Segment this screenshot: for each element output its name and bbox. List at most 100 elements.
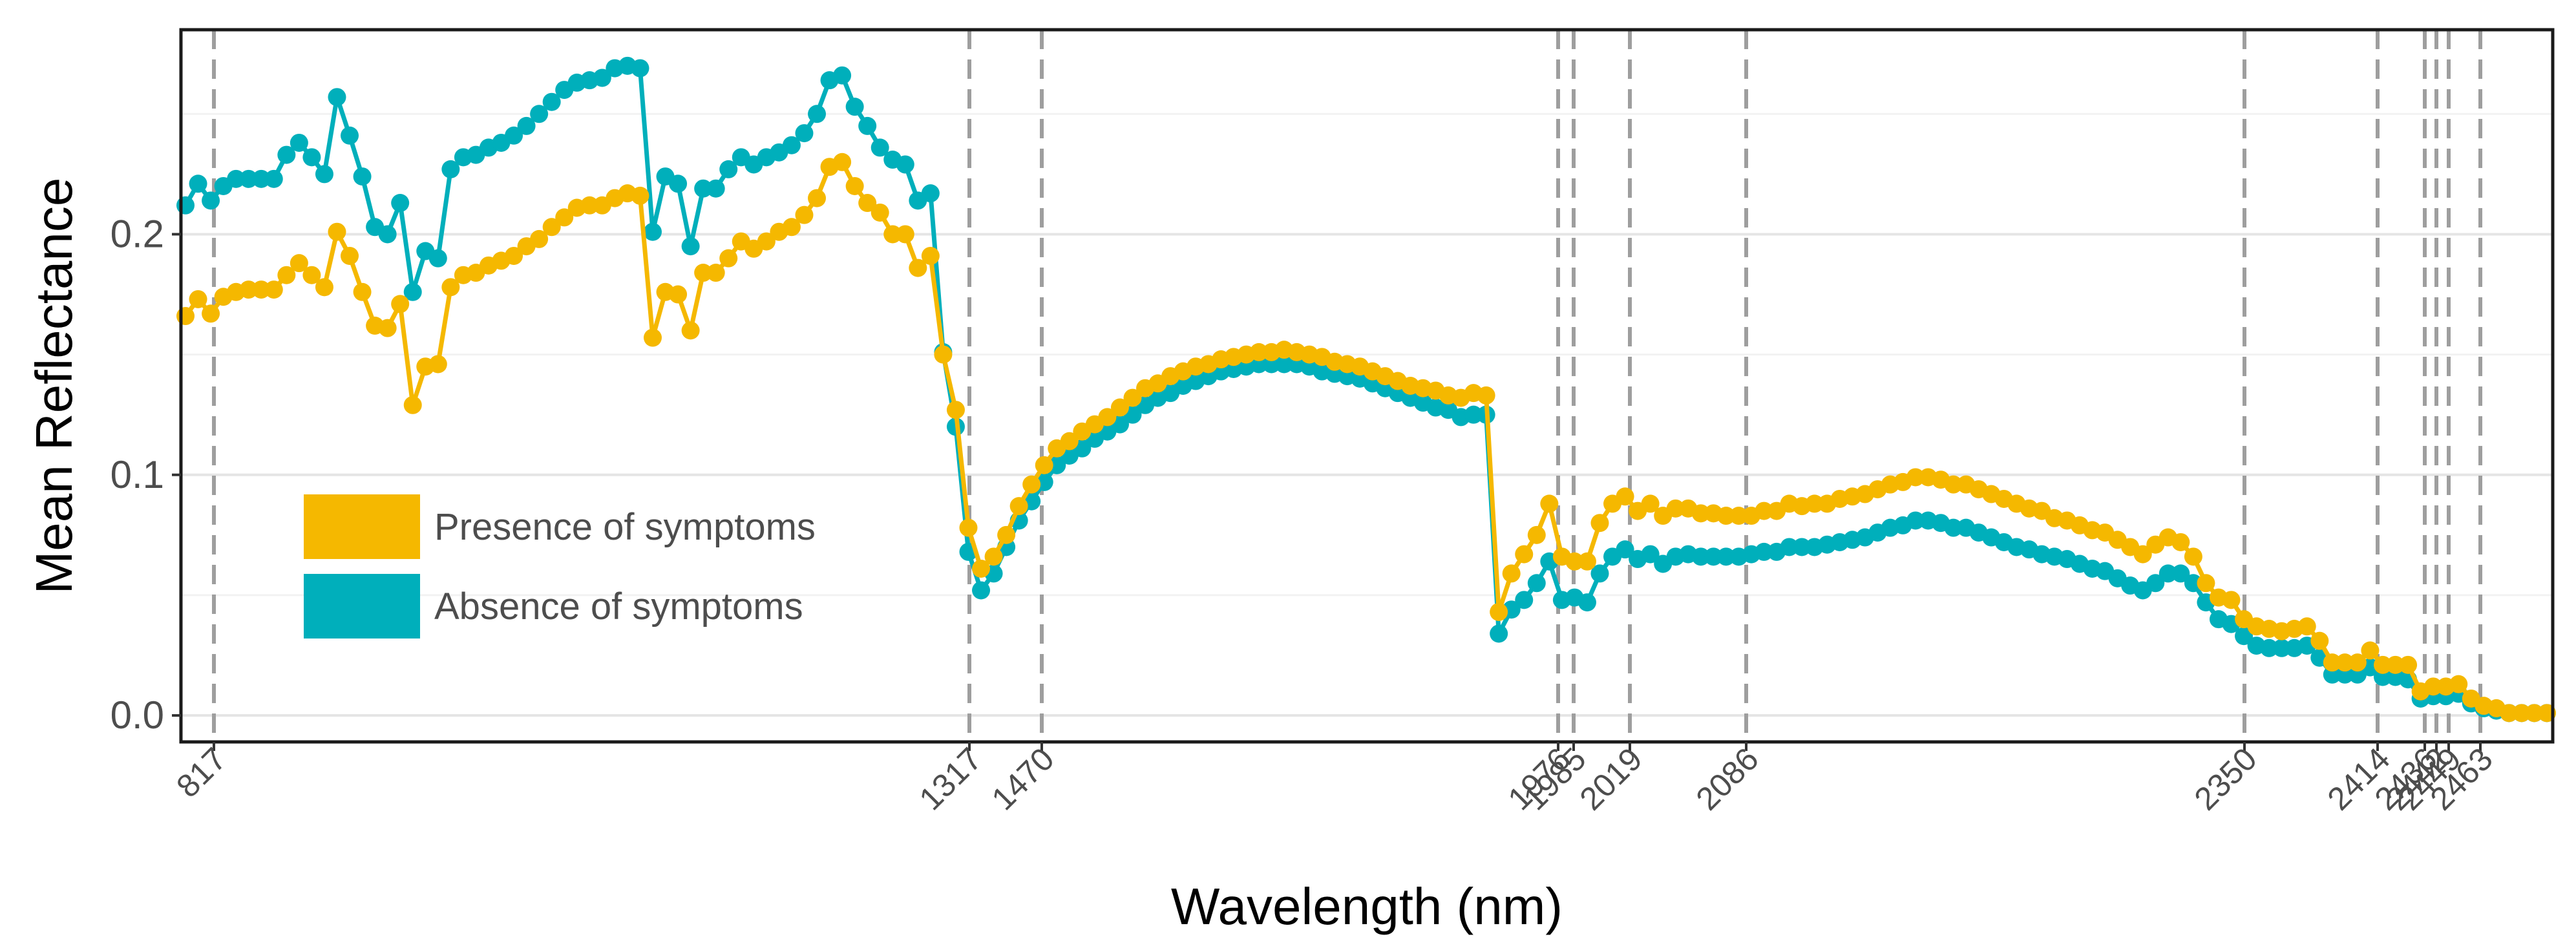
data-point-series-0 [315,278,333,297]
data-point-series-0 [2348,653,2367,672]
data-point-series-0 [946,401,965,419]
data-point-series-1 [1527,574,1546,593]
data-point-series-0 [706,264,725,282]
data-point-series-0 [1110,398,1129,417]
data-point-series-1 [719,160,738,178]
data-point-series-1 [290,133,308,152]
data-point-series-0 [808,189,827,207]
data-point-series-1 [315,165,333,184]
data-point-series-0 [858,194,877,213]
data-point-series-0 [669,285,688,304]
data-point-series-0 [883,225,902,244]
data-point-series-0 [277,266,296,284]
data-point-series-0 [2171,533,2190,551]
data-point-series-0 [643,328,662,347]
data-point-series-0 [2222,591,2241,609]
y-axis-title: Mean Reflectance [25,178,83,595]
data-point-series-1 [403,282,422,301]
data-point-series-1 [1590,564,1609,583]
data-point-series-0 [555,208,574,227]
data-point-series-0 [1716,507,1735,525]
data-point-series-1 [1616,540,1634,559]
data-point-series-0 [2133,545,2152,564]
data-point-series-0 [2525,704,2544,723]
data-point-series-1 [1793,538,1811,556]
data-point-series-0 [1009,497,1028,516]
data-point-series-1 [2146,574,2165,593]
data-point-series-0 [2512,704,2531,723]
data-point-series-0 [1755,501,1773,520]
data-point-series-0 [2399,655,2418,674]
x-axis-title: Wavelength (nm) [1171,878,1563,935]
data-point-series-0 [441,278,460,297]
data-point-series-0 [1944,475,1963,494]
data-point-series-1 [1755,542,1773,561]
legend-key-presence [304,494,420,559]
data-point-series-1 [1515,591,1534,609]
data-point-series-0 [264,280,283,299]
data-point-series-1 [833,66,852,85]
data-point-series-0 [681,321,700,340]
data-point-series-0 [757,232,776,251]
data-point-series-0 [845,176,864,195]
data-point-series-1 [391,194,410,213]
y-tick-label: 0.2 [111,212,164,255]
data-point-series-0 [2336,653,2354,672]
data-point-series-0 [2184,547,2202,566]
data-point-series-0 [719,249,738,268]
data-point-series-0 [189,290,207,308]
legend: Presence of symptoms Absence of symptoms [304,494,816,639]
data-point-series-0 [871,203,889,222]
data-point-series-0 [341,246,359,265]
data-point-series-0 [302,266,321,284]
data-point-series-1 [378,225,397,244]
y-tick-label: 0.0 [111,693,164,737]
data-point-series-0 [1527,525,1546,544]
data-point-series-1 [972,581,991,600]
data-point-series-1 [428,249,447,268]
data-point-series-0 [505,246,523,265]
data-point-series-0 [1035,456,1053,474]
data-point-series-0 [1565,552,1584,571]
data-point-series-1 [227,169,246,188]
data-point-series-0 [984,547,1003,566]
data-point-series-1 [505,126,523,145]
data-point-series-1 [1274,355,1293,374]
data-point-series-0 [1123,388,1142,407]
data-point-series-1 [176,196,195,215]
data-point-series-0 [1540,494,1559,513]
data-point-series-1 [302,148,321,167]
data-point-series-1 [681,237,700,256]
data-point-series-1 [1578,593,1596,612]
data-point-series-1 [542,92,561,111]
data-point-series-1 [2272,639,2291,657]
data-point-series-0 [1022,475,1041,494]
data-point-series-1 [896,155,914,174]
data-point-series-0 [1729,507,1748,525]
data-point-series-0 [1590,514,1609,533]
data-point-series-0 [959,518,978,537]
data-point-series-1 [1716,547,1735,566]
data-point-series-0 [1691,504,1710,523]
data-point-series-1 [643,222,662,241]
data-point-series-0 [176,307,195,326]
data-point-series-0 [1666,499,1685,518]
data-point-series-0 [239,280,258,299]
data-point-series-0 [2424,677,2443,696]
data-point-series-1 [264,169,283,188]
data-point-series-1 [441,160,460,178]
data-point-series-1 [2235,627,2254,646]
data-point-series-0 [1906,468,1925,487]
data-point-series-0 [580,196,599,215]
data-point-series-1 [1048,456,1066,474]
data-point-series-1 [239,169,258,188]
data-point-series-0 [202,304,220,323]
data-point-series-1 [252,169,271,188]
data-point-series-0 [2310,631,2329,650]
data-point-series-0 [972,559,991,578]
data-point-series-0 [1490,602,1508,621]
data-point-series-1 [328,88,346,107]
data-point-series-1 [631,59,649,78]
data-point-series-0 [2323,653,2341,672]
data-point-series-0 [2361,641,2380,660]
